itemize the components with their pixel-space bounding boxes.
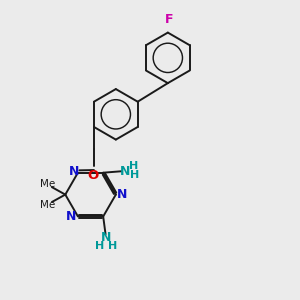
Text: N: N [120,165,131,178]
Text: N: N [101,231,111,244]
Text: H: H [108,241,117,250]
Text: H: H [130,170,139,180]
Text: Me: Me [40,200,55,210]
Text: N: N [66,210,76,223]
Text: H: H [95,241,104,250]
Text: H: H [129,161,138,171]
Text: N: N [69,165,80,178]
Text: O: O [88,169,99,182]
Text: F: F [165,13,174,26]
Text: N: N [117,188,128,201]
Text: Me: Me [40,179,55,189]
